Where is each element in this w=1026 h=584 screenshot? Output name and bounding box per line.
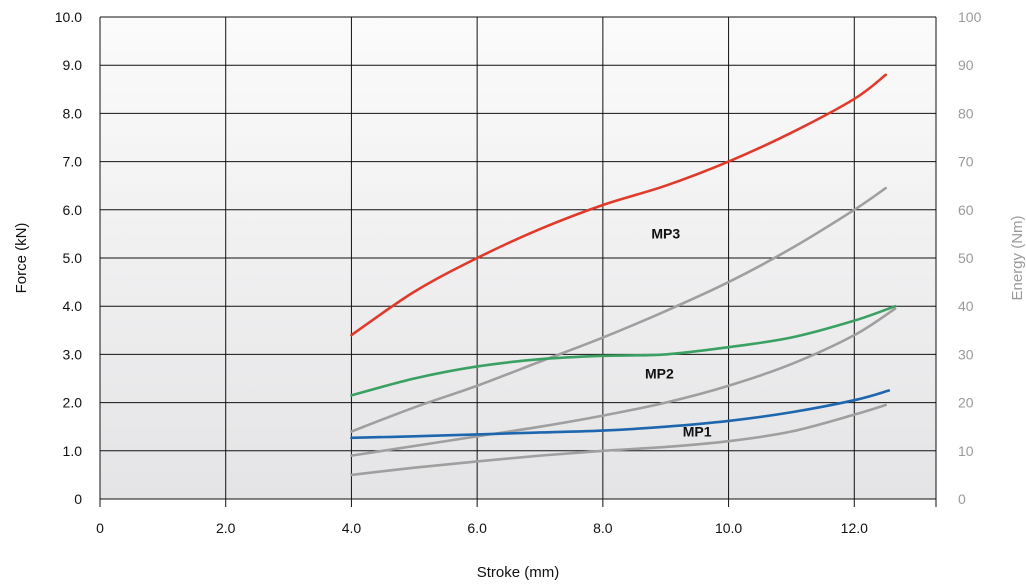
x-axis-title: Stroke (mm) bbox=[477, 564, 560, 581]
y2-tick-label: 20 bbox=[958, 395, 974, 411]
y2-tick-label: 70 bbox=[958, 154, 974, 170]
y2-axis-title: Energy (Nm) bbox=[1009, 215, 1026, 300]
series-layer bbox=[350, 73, 897, 477]
x-tick-label: 12.0 bbox=[841, 520, 868, 536]
grid-layer bbox=[99, 16, 937, 507]
series-line-mp2-force bbox=[350, 304, 897, 397]
y2-tick-label: 30 bbox=[958, 346, 974, 362]
series-line-mp1-force bbox=[350, 389, 891, 440]
tick-layer: 0 1.0 2.0 3.0 4.0 5.0 6.0 7.0 8.0 9.0 10.0 0 2.0 4.0 6… bbox=[55, 9, 982, 536]
series-line-mp3-energy bbox=[350, 186, 888, 433]
x-tick-label: 2.0 bbox=[216, 520, 236, 536]
y-tick-label: 5.0 bbox=[63, 250, 83, 266]
y2-tick-label: 60 bbox=[958, 202, 974, 218]
x-tick-label: 0 bbox=[96, 520, 104, 536]
x-tick-label: 8.0 bbox=[593, 520, 613, 536]
y-tick-label: 1.0 bbox=[63, 443, 83, 459]
series-label-mp1: MP1 bbox=[683, 423, 712, 439]
y-tick-label: 2.0 bbox=[63, 395, 83, 411]
y-axis-title: Force (kN) bbox=[13, 223, 30, 294]
y2-tick-label: 50 bbox=[958, 250, 974, 266]
series-line-mp2-energy bbox=[350, 307, 897, 457]
y-tick-label: 3.0 bbox=[63, 346, 83, 362]
x-tick-label: 10.0 bbox=[715, 520, 742, 536]
annotation-layer: MP3 MP2 MP1 bbox=[645, 226, 712, 440]
y-tick-label: 4.0 bbox=[63, 298, 83, 314]
y-tick-label: 8.0 bbox=[63, 105, 83, 121]
series-label-mp3: MP3 bbox=[651, 226, 680, 242]
series-line-mp3-force bbox=[350, 73, 888, 337]
y-tick-label: 9.0 bbox=[63, 57, 83, 73]
y-tick-label: 7.0 bbox=[63, 154, 83, 170]
y2-tick-label: 10 bbox=[958, 443, 974, 459]
y2-tick-label: 90 bbox=[958, 57, 974, 73]
series-label-mp2: MP2 bbox=[645, 366, 674, 382]
x-tick-label: 6.0 bbox=[467, 520, 487, 536]
x-tick-label: 4.0 bbox=[342, 520, 362, 536]
y2-tick-label: 80 bbox=[958, 105, 974, 121]
y-tick-label: 10.0 bbox=[55, 9, 82, 25]
y2-tick-label: 0 bbox=[958, 491, 966, 507]
y-tick-label: 6.0 bbox=[63, 202, 83, 218]
y2-tick-label: 100 bbox=[958, 9, 982, 25]
y-tick-label: 0 bbox=[74, 491, 82, 507]
y2-tick-label: 40 bbox=[958, 298, 974, 314]
series-line-mp1-energy bbox=[350, 403, 888, 477]
